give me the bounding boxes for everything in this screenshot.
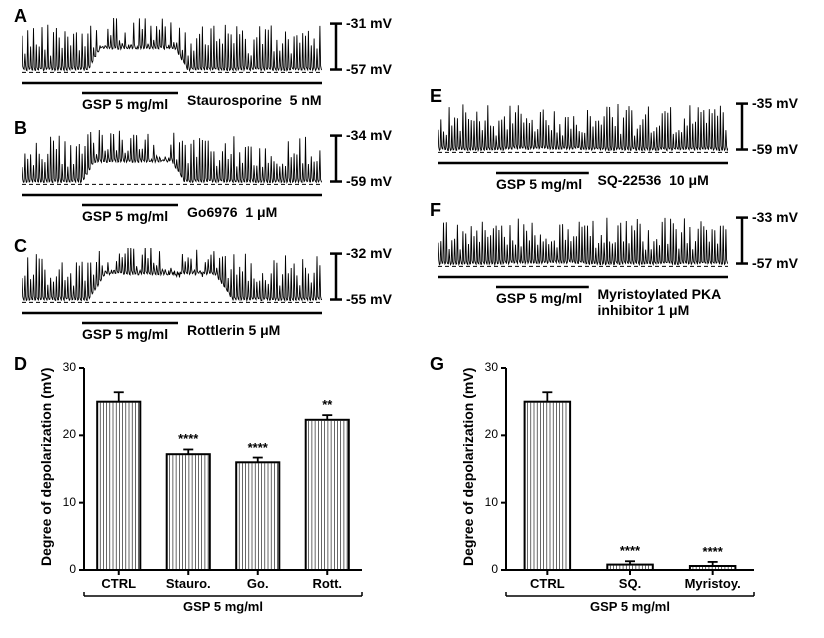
scale-bottom-C: -55 mV [346, 291, 392, 307]
bar-cat-G-1: SQ. [600, 576, 660, 591]
scale-top-B: -34 mV [346, 127, 392, 143]
drug-label-B: Go6976 1 μM [187, 204, 277, 220]
bar-cat-G-2: Myristoy. [683, 576, 743, 591]
trace-F [438, 212, 728, 268]
ytick-D-10: 10 [52, 495, 76, 509]
group-label-G: GSP 5 mg/ml [506, 599, 754, 614]
trace-C [22, 248, 322, 304]
ylabel-G: Degree of depolarization (mV) [460, 368, 476, 566]
gsp-label-F: GSP 5 mg/ml [496, 290, 582, 306]
scale-bar-E [736, 98, 752, 158]
scale-top-F: -33 mV [752, 209, 798, 225]
scale-bar-F [736, 212, 752, 272]
scale-top-E: -35 mV [752, 95, 798, 111]
drug-label-C: Rottlerin 5 μM [187, 322, 280, 338]
panel-label-G: G [430, 354, 444, 375]
ytick-G-20: 20 [474, 427, 498, 441]
drug-label-E: SQ-22536 10 μM [598, 172, 709, 188]
bar-cat-D-2: Go. [228, 576, 288, 591]
ytick-D-0: 0 [52, 562, 76, 576]
drug-label-F: Myristoylated PKA inhibitor 1 μM [598, 286, 722, 318]
scale-bottom-A: -57 mV [346, 61, 392, 77]
bar-cat-D-1: Stauro. [158, 576, 218, 591]
trace-E [438, 98, 728, 154]
scale-bottom-F: -57 mV [752, 255, 798, 271]
gsp-label-C: GSP 5 mg/ml [82, 326, 168, 342]
bar-cat-D-3: Rott. [297, 576, 357, 591]
drug-label-A: Staurosporine 5 nM [187, 92, 322, 108]
scale-bottom-B: -59 mV [346, 173, 392, 189]
scale-bar-C [330, 248, 346, 308]
gsp-label-E: GSP 5 mg/ml [496, 176, 582, 192]
ytick-G-30: 30 [474, 360, 498, 374]
scale-bar-B [330, 130, 346, 190]
bar-cat-D-0: CTRL [89, 576, 149, 591]
sig-D-2: **** [238, 440, 278, 455]
scale-bar-A [330, 18, 346, 78]
group-label-D: GSP 5 mg/ml [84, 599, 362, 614]
gsp-label-A: GSP 5 mg/ml [82, 96, 168, 112]
sig-G-2: **** [693, 544, 733, 559]
ytick-G-0: 0 [474, 562, 498, 576]
panel-label-D: D [14, 354, 27, 375]
sig-G-1: **** [610, 543, 650, 558]
scale-top-C: -32 mV [346, 245, 392, 261]
ytick-G-10: 10 [474, 495, 498, 509]
bar-cat-G-0: CTRL [517, 576, 577, 591]
scale-top-A: -31 mV [346, 15, 392, 31]
gsp-label-B: GSP 5 mg/ml [82, 208, 168, 224]
scale-bottom-E: -59 mV [752, 141, 798, 157]
sig-D-1: **** [168, 431, 208, 446]
ytick-D-30: 30 [52, 360, 76, 374]
trace-A [22, 18, 322, 74]
trace-B [22, 130, 322, 186]
ytick-D-20: 20 [52, 427, 76, 441]
sig-D-3: ** [307, 397, 347, 412]
ylabel-D: Degree of depolarization (mV) [38, 368, 54, 566]
